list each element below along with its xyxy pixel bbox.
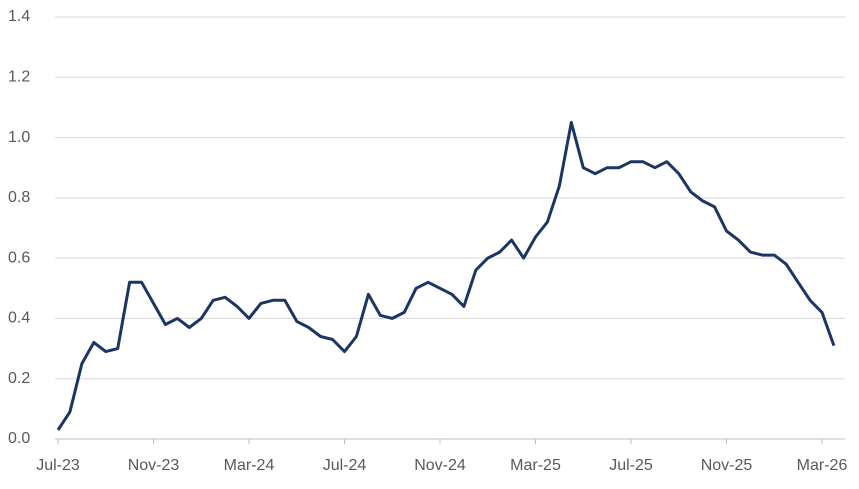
y-tick-label: 1.4 [8,8,30,25]
y-tick-label: 1.2 [8,69,30,86]
data-line [56,121,836,431]
x-tick-label: Mar-25 [510,457,561,474]
x-tick-label: Mar-24 [224,457,275,474]
y-tick-label: 1.0 [8,129,30,146]
y-tick-label: 0.4 [8,310,30,327]
x-tick-label: Jul-23 [36,457,80,474]
x-tick-label: Mar-26 [797,457,848,474]
y-tick-label: 0.0 [8,430,30,447]
x-tick-label: Nov-23 [128,457,180,474]
x-tick-label: Nov-24 [414,457,466,474]
x-tick-label: Nov-25 [701,457,753,474]
x-tick-label: Jul-24 [323,457,367,474]
y-tick-label: 0.6 [8,249,30,266]
x-tick-label: Jul-25 [609,457,653,474]
y-tick-label: 0.2 [8,370,30,387]
y-tick-label: 0.8 [8,189,30,206]
